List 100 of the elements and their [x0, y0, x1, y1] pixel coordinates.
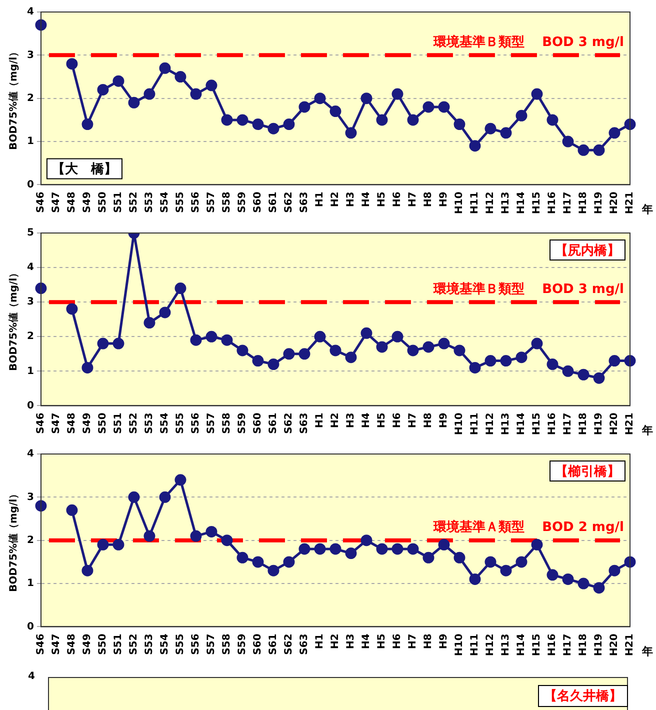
y-axis-title: BOD75%値（mg/l） — [8, 46, 20, 150]
x-tick-label: H7 — [408, 412, 419, 428]
point — [578, 368, 590, 380]
x-tick-label: H6 — [392, 412, 404, 428]
x-tick-label: H20 — [609, 412, 620, 436]
point — [546, 569, 558, 581]
x-tick-label: S47 — [51, 634, 62, 655]
x-tick-label: H16 — [547, 634, 558, 656]
point — [593, 144, 605, 156]
x-tick-label: H3 — [346, 192, 357, 208]
point — [562, 365, 574, 377]
x-tick-label: H15 — [532, 412, 543, 436]
point — [360, 534, 372, 546]
x-tick-label: S55 — [175, 412, 186, 434]
point — [578, 578, 590, 590]
y-axis-title: BOD75%値（mg/l） — [8, 488, 20, 592]
x-tick-label: H10 — [454, 192, 466, 214]
x-tick-label: S49 — [82, 412, 94, 434]
point — [345, 352, 357, 364]
point — [144, 530, 156, 542]
x-tick-label: H9 — [438, 412, 450, 428]
x-tick-label: H21 — [624, 634, 636, 656]
x-tick-label: S61 — [268, 634, 280, 655]
x-tick-label: S56 — [190, 412, 202, 434]
point — [392, 88, 404, 100]
point — [376, 543, 388, 555]
x-tick-label: S50 — [98, 412, 109, 434]
x-tick-label: S53 — [144, 634, 156, 655]
point — [66, 504, 78, 516]
point — [422, 552, 434, 564]
y-tick-label: 2 — [26, 92, 34, 104]
point — [500, 564, 512, 576]
x-tick-label: H14 — [516, 634, 528, 656]
point — [298, 348, 310, 360]
x-tick-label: S57 — [206, 412, 218, 434]
x-tick-label: S57 — [206, 634, 218, 655]
y-tick-label: 4 — [26, 448, 34, 460]
point — [531, 88, 543, 100]
x-tick-label: S63 — [299, 192, 310, 213]
x-tick-label: H10 — [454, 412, 466, 436]
x-tick-label: H5 — [376, 634, 388, 650]
x-tick-label: H3 — [346, 412, 357, 428]
point — [516, 556, 528, 568]
ref-line-label: 環境基準Ａ類型 BOD 2 mg/l — [432, 519, 624, 536]
x-tick-label: S58 — [222, 192, 233, 213]
annotation: 【大 橋】 — [52, 161, 117, 178]
x-tick-label: S59 — [237, 634, 248, 655]
y-tick-label: 2 — [26, 534, 34, 546]
point — [376, 114, 388, 126]
point — [407, 114, 419, 126]
x-tick-label: H16 — [547, 412, 558, 436]
x-tick-label: H19 — [594, 192, 605, 214]
x-tick-label: S53 — [144, 412, 156, 434]
point — [283, 556, 295, 568]
point — [97, 538, 109, 550]
point — [66, 303, 78, 315]
x-tick-label: H21 — [624, 412, 636, 436]
x-tick-label: H21 — [624, 192, 636, 214]
point — [252, 118, 264, 130]
point — [268, 564, 280, 576]
point — [236, 552, 248, 564]
x-tick-label: H1 — [314, 634, 326, 650]
point — [252, 355, 264, 367]
point — [330, 106, 342, 118]
x-tick-label: H14 — [516, 192, 528, 214]
point — [484, 355, 496, 367]
point — [221, 114, 233, 126]
point — [330, 344, 342, 356]
x-tick-label: S60 — [252, 192, 264, 213]
y-axis-title: BOD75%値（mg/l） — [8, 268, 20, 371]
point — [562, 573, 574, 585]
y-tick-label: 2 — [26, 331, 34, 342]
point — [35, 282, 47, 294]
point — [578, 144, 590, 156]
x-tick-label: H9 — [438, 192, 450, 208]
point — [593, 372, 605, 384]
x-tick-label: S46 — [36, 634, 47, 655]
x-tick-label: S63 — [299, 634, 310, 655]
y-tick-label: 1 — [26, 136, 34, 148]
x-tick-label: S48 — [66, 634, 78, 655]
point — [546, 358, 558, 370]
x-tick-label: H13 — [500, 634, 512, 656]
point — [454, 552, 466, 564]
x-tick-label: H11 — [470, 192, 481, 214]
point — [35, 500, 47, 512]
point — [252, 556, 264, 568]
y-tick-label: 3 — [26, 50, 34, 61]
x-tick-label: H15 — [532, 634, 543, 656]
y-tick-label: 4 — [26, 6, 34, 18]
x-tick-label: S51 — [113, 634, 124, 655]
point — [314, 330, 326, 342]
x-tick-label: H6 — [392, 192, 404, 208]
x-tick-label: H7 — [408, 192, 419, 208]
point — [407, 344, 419, 356]
point — [298, 543, 310, 555]
point — [330, 543, 342, 555]
x-tick-label: H17 — [562, 192, 574, 214]
point — [469, 140, 481, 152]
y-tick-label: 5 — [26, 228, 34, 239]
x-tick-label: S57 — [206, 192, 218, 213]
